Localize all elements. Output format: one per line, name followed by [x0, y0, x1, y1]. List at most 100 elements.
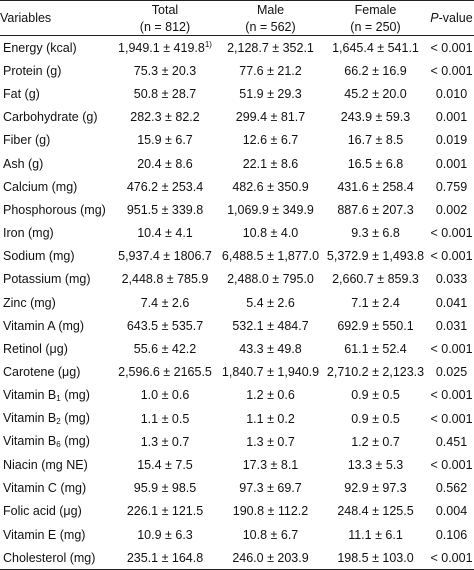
cell-p-value-value: 0.759 — [435, 179, 468, 194]
cell-male-value: 12.6 ± 6.7 — [242, 133, 299, 148]
table-row: Vitamin B2 (mg) 1.1 ± 0.5 1.1 ± 0.2 0.9 ± 0… — [0, 407, 474, 430]
cell-p-value-value: 0.033 — [435, 272, 468, 287]
cell-female: 61.1 ± 52.4 — [322, 337, 429, 360]
row-variable-label: Zinc (mg) — [0, 291, 111, 314]
cell-total-value: 235.1 ± 164.8 — [126, 550, 204, 565]
cell-female: 13.3 ± 5.3 — [322, 453, 429, 476]
table-header: Variables Total Male Female P-value (n =… — [0, 0, 474, 36]
row-variable-label: Folic acid (μg) — [0, 500, 111, 523]
cell-male: 10.8 ± 4.0 — [219, 222, 322, 245]
cell-female-value: 887.6 ± 207.3 — [337, 202, 414, 217]
cell-p-value-value: < 0.001 — [430, 411, 473, 426]
row-variable-label: Vitamin E (mg) — [0, 523, 111, 546]
cell-female-value: 1.2 ± 0.7 — [351, 434, 400, 449]
header-male: Male — [219, 0, 322, 18]
cell-p-value-value: < 0.001 — [430, 63, 473, 78]
table-row: Potassium (mg) 2,448.8 ± 785.9 2,488.0 ± 7… — [0, 268, 474, 291]
cell-p-value: 0.451 — [429, 430, 474, 453]
cell-total: 643.5 ± 535.7 — [111, 314, 219, 337]
table-row: Energy (kcal) 1,949.1 ± 419.81) 2,128.7 ± … — [0, 36, 474, 60]
cell-female-value: 0.9 ± 0.5 — [351, 388, 400, 403]
variable-unit: (mg) — [60, 434, 90, 449]
table-row: Ash (g) 20.4 ± 8.6 22.1 ± 8.6 16.5 ± 6.8 0.0… — [0, 152, 474, 175]
cell-p-value-value: < 0.001 — [430, 249, 473, 264]
cell-female-value: 9.3 ± 6.8 — [351, 226, 400, 241]
cell-male-value: 77.6 ± 21.2 — [239, 63, 302, 78]
variable-name: Iron (mg) — [3, 226, 54, 241]
cell-female-value: 243.9 ± 59.3 — [340, 110, 411, 125]
cell-total-value: 1.3 ± 0.7 — [140, 434, 190, 449]
table-row: Vitamin E (mg) 10.9 ± 6.3 10.8 ± 6.7 11.1 ±… — [0, 523, 474, 546]
table-row: Vitamin B6 (mg) 1.3 ± 0.7 1.3 ± 0.7 1.2 ± 0… — [0, 430, 474, 453]
table-row: Zinc (mg) 7.4 ± 2.6 5.4 ± 2.6 7.1 ± 2.4 0.04… — [0, 291, 474, 314]
header-p-italic: P — [430, 11, 439, 25]
cell-total: 476.2 ± 253.4 — [111, 175, 219, 198]
cell-female: 16.7 ± 8.5 — [322, 129, 429, 152]
row-variable-label: Vitamin A (mg) — [0, 314, 111, 337]
row-variable-label: Niacin (mg NE) — [0, 453, 111, 476]
cell-female-value: 11.1 ± 6.1 — [348, 527, 403, 542]
cell-p-value: 0.001 — [429, 106, 474, 129]
cell-female-value: 66.2 ± 16.9 — [344, 63, 407, 78]
cell-male: 1,840.7 ± 1,940.9 — [219, 361, 322, 384]
cell-male-value: 17.3 ± 8.1 — [242, 457, 299, 472]
cell-female: 692.9 ± 550.1 — [322, 314, 429, 337]
cell-total-value: 55.6 ± 42.2 — [133, 342, 197, 357]
row-variable-label: Retinol (μg) — [0, 337, 111, 360]
cell-p-value-value: < 0.001 — [430, 550, 473, 565]
header-male-n: (n = 562) — [219, 18, 322, 36]
table-row: Cholesterol (mg) 235.1 ± 164.8 246.0 ± 203… — [0, 546, 474, 570]
cell-male-value: 51.9 ± 29.3 — [239, 86, 302, 101]
row-variable-label: Iron (mg) — [0, 222, 111, 245]
cell-p-value-value: 0.451 — [435, 434, 468, 449]
cell-total-value: 15.9 ± 6.7 — [137, 133, 193, 148]
cell-total: 20.4 ± 8.6 — [111, 152, 219, 175]
cell-total-value: 5,937.4 ± 1806.7 — [118, 249, 212, 264]
variable-name: Zinc (mg) — [3, 295, 56, 310]
cell-male: 97.3 ± 69.7 — [219, 477, 322, 500]
variable-subscript: 6 — [56, 440, 61, 450]
cell-male-value: 6,488.5 ± 1,877.0 — [221, 249, 320, 264]
cell-female-value: 5,372.9 ± 1,493.8 — [326, 249, 425, 264]
cell-male: 482.6 ± 350.9 — [219, 175, 322, 198]
header-p-suffix: -value — [438, 11, 473, 25]
row-variable-label: Vitamin B1 (mg) — [0, 384, 111, 407]
cell-total-value: 2,596.6 ± 2165.5 — [118, 365, 212, 380]
variable-name: Energy (kcal) — [3, 40, 77, 55]
cell-p-value-value: 0.010 — [435, 86, 468, 101]
cell-male: 43.3 ± 49.8 — [219, 337, 322, 360]
footnote-marker: 1) — [204, 40, 212, 50]
cell-total: 15.4 ± 7.5 — [111, 453, 219, 476]
cell-total: 226.1 ± 121.5 — [111, 500, 219, 523]
cell-p-value: < 0.001 — [429, 407, 474, 430]
cell-female-value: 45.2 ± 20.0 — [344, 86, 407, 101]
row-variable-label: Energy (kcal) — [0, 36, 111, 60]
table-row: Phosphorous (mg) 951.5 ± 339.8 1,069.9 ± 3… — [0, 198, 474, 221]
cell-total: 10.4 ± 4.1 — [111, 222, 219, 245]
cell-female: 92.9 ± 97.3 — [322, 477, 429, 500]
cell-total: 1.3 ± 0.7 — [111, 430, 219, 453]
cell-male: 6,488.5 ± 1,877.0 — [219, 245, 322, 268]
cell-female: 45.2 ± 20.0 — [322, 82, 429, 105]
cell-total-value: 1.0 ± 0.6 — [140, 388, 190, 403]
cell-male: 1.3 ± 0.7 — [219, 430, 322, 453]
cell-male-value: 1,069.9 ± 349.9 — [227, 202, 314, 217]
variable-name: Cholesterol (mg) — [3, 550, 96, 565]
row-variable-label: Sodium (mg) — [0, 245, 111, 268]
cell-male-value: 299.4 ± 81.7 — [235, 110, 306, 125]
cell-male: 190.8 ± 112.2 — [219, 500, 322, 523]
table-row: Calcium (mg) 476.2 ± 253.4 482.6 ± 350.9 43… — [0, 175, 474, 198]
cell-p-value: 0.031 — [429, 314, 474, 337]
cell-total-value: 95.9 ± 98.5 — [133, 481, 197, 496]
table-row: Retinol (μg) 55.6 ± 42.2 43.3 ± 49.8 61.1 ±… — [0, 337, 474, 360]
cell-total: 5,937.4 ± 1806.7 — [111, 245, 219, 268]
cell-female: 248.4 ± 125.5 — [322, 500, 429, 523]
cell-p-value: < 0.001 — [429, 222, 474, 245]
row-variable-label: Potassium (mg) — [0, 268, 111, 291]
variable-name: Vitamin B — [3, 387, 57, 402]
cell-p-value-value: 0.001 — [435, 110, 468, 125]
cell-female: 7.1 ± 2.4 — [322, 291, 429, 314]
cell-female: 1,645.4 ± 541.1 — [322, 36, 429, 60]
cell-total-value: 282.3 ± 82.2 — [130, 110, 200, 125]
cell-female: 1.2 ± 0.7 — [322, 430, 429, 453]
